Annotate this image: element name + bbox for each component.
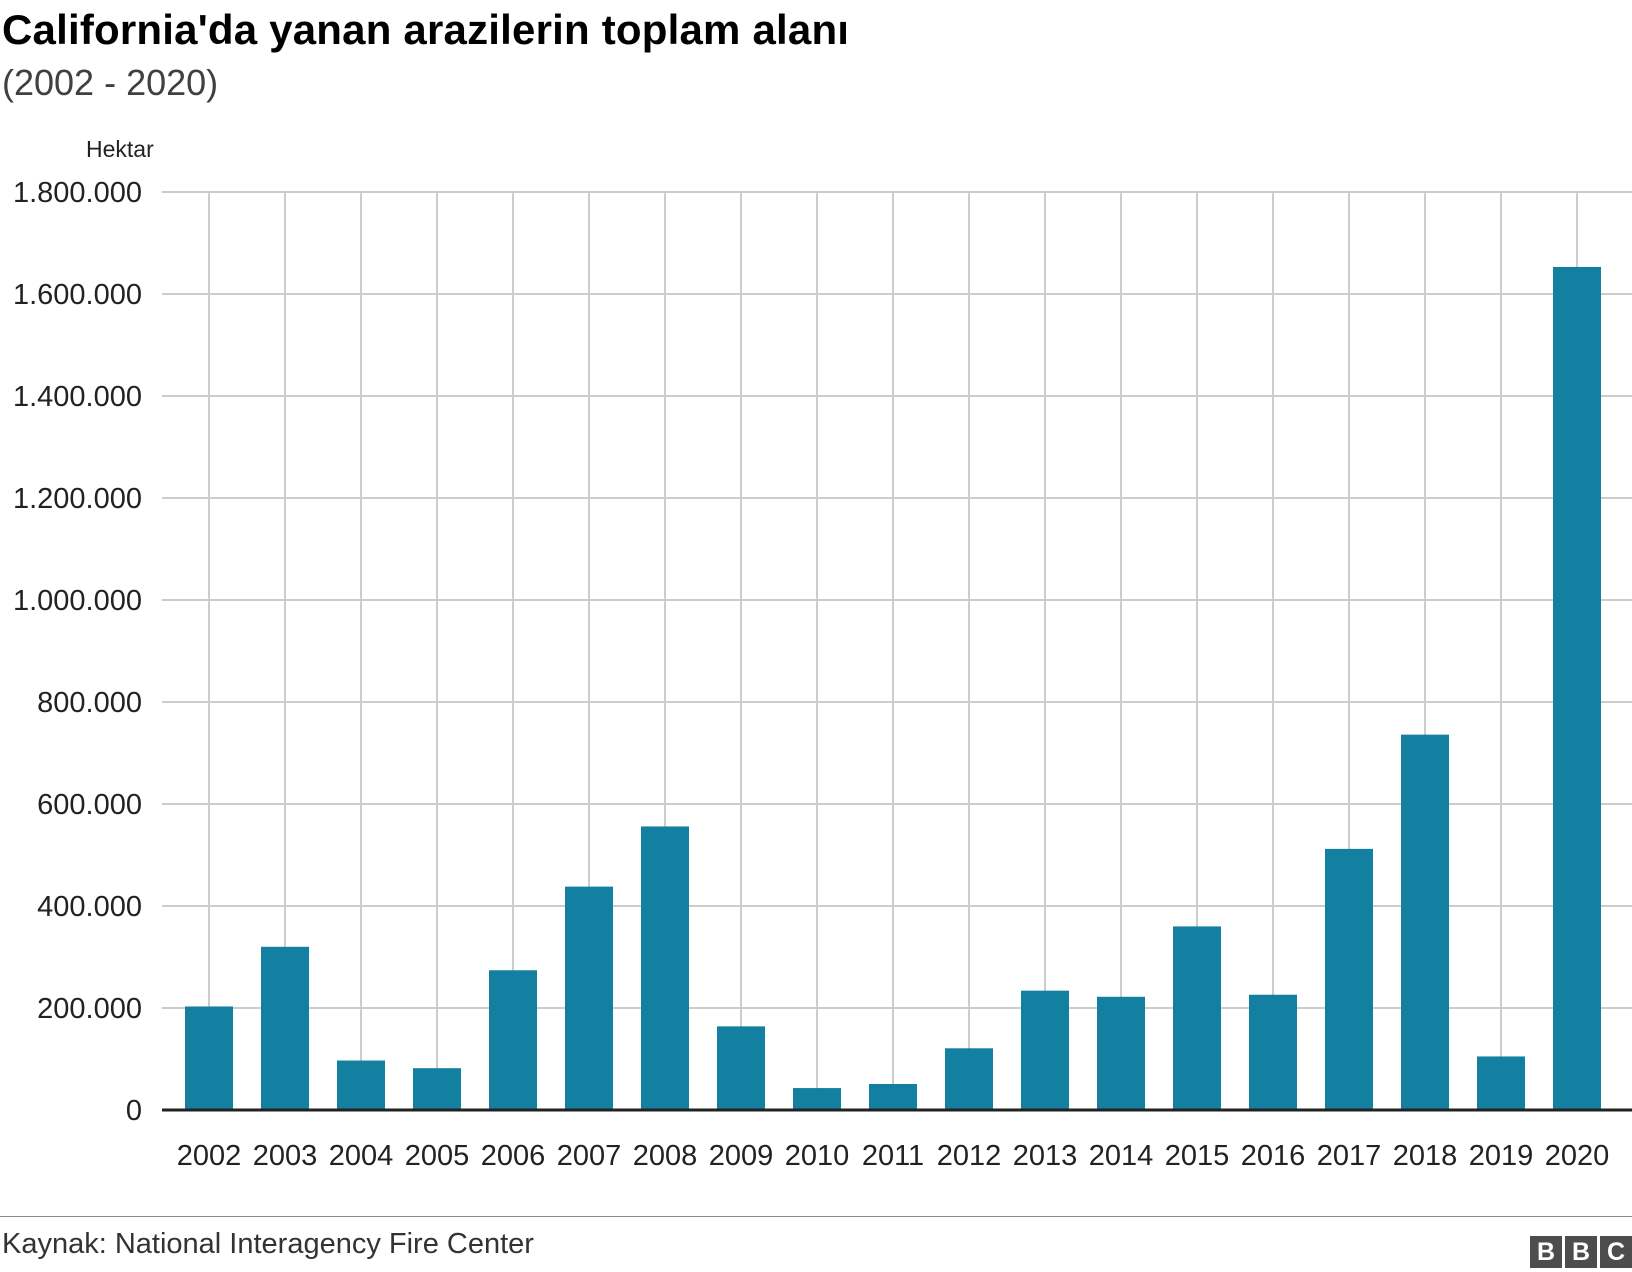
bar-2004: [337, 1060, 385, 1110]
x-tick-label: 2005: [405, 1140, 470, 1172]
y-tick-label: 200.000: [37, 993, 142, 1025]
bar-2013: [1021, 990, 1069, 1110]
bar-2012: [945, 1048, 993, 1110]
bar-2010: [793, 1088, 841, 1110]
bbc-logo-letter: C: [1600, 1236, 1632, 1268]
y-tick-label: 600.000: [37, 789, 142, 821]
bar-2007: [565, 886, 613, 1110]
x-tick-label: 2008: [633, 1140, 698, 1172]
bar-2006: [489, 970, 537, 1110]
x-tick-label: 2002: [177, 1140, 242, 1172]
bar-chart: 0 200.000 400.000 600.000 800.000 1.000.000 1.…: [13, 177, 1632, 1172]
y-tick-label: 1.800.000: [13, 177, 142, 209]
x-tick-label: 2014: [1089, 1140, 1154, 1172]
bar-2005: [413, 1068, 461, 1110]
y-tick-label: 1.400.000: [13, 381, 142, 413]
x-tick-label: 2019: [1469, 1140, 1534, 1172]
bar-2017: [1325, 848, 1373, 1110]
x-tick-label: 2018: [1393, 1140, 1458, 1172]
y-tick-label: 1.600.000: [13, 279, 142, 311]
x-tick-label: 2011: [862, 1140, 924, 1172]
bbc-logo: B B C: [1530, 1236, 1632, 1268]
x-tick-label: 2007: [557, 1140, 622, 1172]
source-note: Kaynak: National Interagency Fire Center: [2, 1228, 534, 1260]
bar-2002: [185, 1006, 233, 1110]
y-tick-label: 0: [126, 1095, 142, 1127]
bbc-logo-letter: B: [1530, 1236, 1562, 1268]
x-tick-label: 2009: [709, 1140, 774, 1172]
x-tick-label: 2017: [1317, 1140, 1382, 1172]
y-axis-unit-label: Hektar: [86, 136, 154, 162]
x-tick-label: 2020: [1545, 1140, 1610, 1172]
bar-2016: [1249, 994, 1297, 1110]
y-tick-label: 800.000: [37, 687, 142, 719]
y-tick-label: 1.000.000: [13, 585, 142, 617]
bar-2019: [1477, 1056, 1525, 1110]
chart-title: California'da yanan arazilerin toplam al…: [2, 6, 850, 53]
chart-subtitle: (2002 - 2020): [2, 62, 219, 103]
x-tick-label: 2004: [329, 1140, 394, 1172]
y-tick-label: 1.200.000: [13, 483, 142, 515]
bar-2015: [1173, 926, 1221, 1110]
x-tick-label: 2003: [253, 1140, 318, 1172]
x-tick-label: 2012: [937, 1140, 1002, 1172]
bar-2020: [1553, 266, 1601, 1111]
x-tick-label: 2013: [1013, 1140, 1078, 1172]
y-tick-label: 400.000: [37, 891, 142, 923]
x-tick-label: 2006: [481, 1140, 546, 1172]
bar-2011: [869, 1083, 917, 1110]
x-tick-label: 2010: [785, 1140, 850, 1172]
x-tick-label: 2015: [1165, 1140, 1230, 1172]
bar-2003: [261, 946, 309, 1110]
bar-2009: [717, 1026, 765, 1110]
bar-2008: [641, 826, 689, 1110]
bbc-logo-letter: B: [1565, 1236, 1597, 1268]
footer-divider: [0, 1216, 1632, 1217]
bar-2018: [1401, 734, 1449, 1110]
bar-2014: [1097, 996, 1145, 1110]
x-tick-label: 2016: [1241, 1140, 1306, 1172]
